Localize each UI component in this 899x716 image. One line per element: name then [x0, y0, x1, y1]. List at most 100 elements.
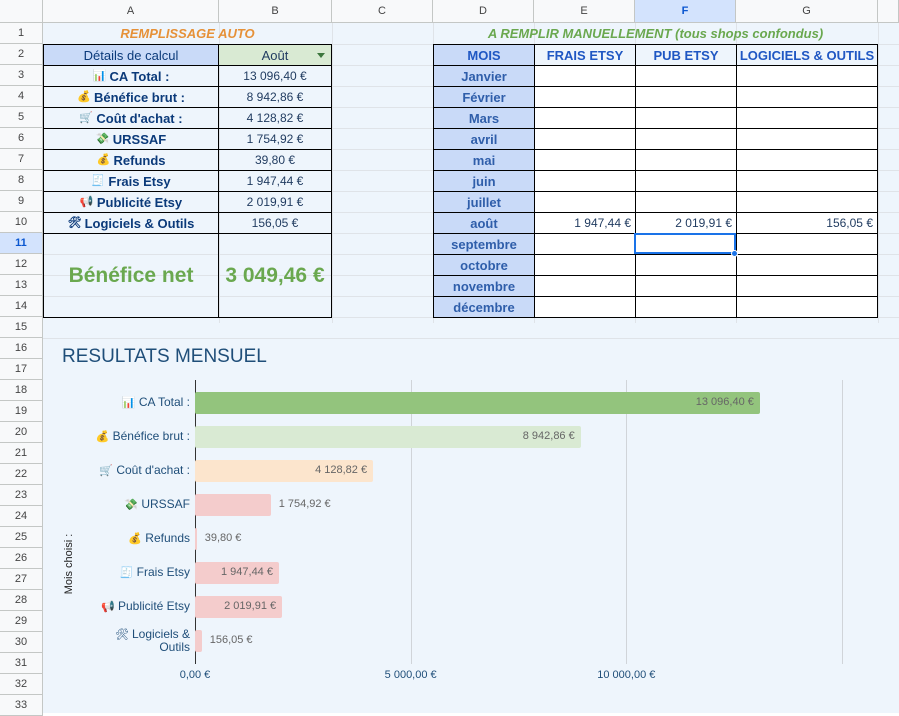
chart-category-icon: 💰	[95, 430, 110, 443]
col-header-b[interactable]: B	[219, 0, 332, 23]
manual-input-cell[interactable]	[736, 86, 878, 108]
manual-input-cell[interactable]	[635, 296, 737, 318]
manual-input-cell[interactable]	[736, 296, 878, 318]
chart-bar[interactable]	[195, 562, 279, 584]
manual-input-cell[interactable]	[736, 65, 878, 87]
manual-input-cell[interactable]: 2 019,91 €	[635, 212, 737, 234]
manual-input-cell[interactable]	[534, 149, 636, 171]
row-header-18[interactable]: 18	[0, 380, 43, 401]
chart-category-label: 🛠 Logiciels & Outils	[83, 628, 190, 653]
fill-handle[interactable]	[731, 250, 738, 257]
month-select-cell[interactable]: Août	[218, 44, 332, 66]
chart-bar[interactable]	[195, 630, 202, 652]
manual-input-cell[interactable]	[635, 107, 737, 129]
row-header-8[interactable]: 8	[0, 170, 43, 191]
col-header-a[interactable]: A	[43, 0, 219, 23]
row-header-19[interactable]: 19	[0, 401, 43, 422]
col-header-f[interactable]: F	[635, 0, 736, 23]
row-header-29[interactable]: 29	[0, 611, 43, 632]
col-header-d[interactable]: D	[433, 0, 534, 23]
manual-input-cell[interactable]	[635, 149, 737, 171]
row-header-24[interactable]: 24	[0, 506, 43, 527]
grid-line	[43, 338, 899, 339]
manual-input-cell[interactable]	[736, 233, 878, 255]
chart-x-tick: 5 000,00 €	[384, 669, 437, 681]
manual-input-cell[interactable]	[534, 254, 636, 276]
manual-input-cell[interactable]	[736, 191, 878, 213]
row-header-27[interactable]: 27	[0, 569, 43, 590]
chart-bar-value: 1 754,92 €	[278, 498, 331, 510]
col-header-h[interactable]	[878, 0, 899, 23]
chart-bar[interactable]	[195, 392, 760, 414]
month-label: juin	[433, 170, 535, 192]
manual-input-cell[interactable]	[635, 65, 737, 87]
row-header-28[interactable]: 28	[0, 590, 43, 611]
manual-input-cell[interactable]	[534, 191, 636, 213]
row-header-7[interactable]: 7	[0, 149, 43, 170]
row-header-23[interactable]: 23	[0, 485, 43, 506]
manual-input-cell[interactable]	[534, 65, 636, 87]
manual-input-cell[interactable]	[534, 107, 636, 129]
chart-bar[interactable]	[195, 460, 374, 482]
row-header-3[interactable]: 3	[0, 65, 43, 86]
row-header-14[interactable]: 14	[0, 296, 43, 317]
row-header-25[interactable]: 25	[0, 527, 43, 548]
manual-input-cell[interactable]	[534, 128, 636, 150]
chart-bar[interactable]	[195, 596, 283, 618]
row-header-31[interactable]: 31	[0, 653, 43, 674]
chart-category-label: 📢 Publicité Etsy	[83, 599, 190, 613]
month-label: décembre	[433, 296, 535, 318]
manual-input-cell[interactable]	[736, 149, 878, 171]
manual-input-cell[interactable]	[635, 191, 737, 213]
detail-icon: 📊	[92, 70, 107, 82]
manual-input-cell[interactable]	[534, 233, 636, 255]
row-header-2[interactable]: 2	[0, 44, 43, 65]
manual-input-cell[interactable]	[534, 170, 636, 192]
select-all-corner[interactable]	[0, 0, 43, 23]
manual-input-cell[interactable]	[736, 254, 878, 276]
chart-category-icon: 🛒	[99, 464, 114, 477]
row-header-9[interactable]: 9	[0, 191, 43, 212]
manual-input-cell[interactable]	[534, 275, 636, 297]
row-header-26[interactable]: 26	[0, 548, 43, 569]
dropdown-arrow-icon[interactable]	[317, 53, 325, 58]
chart-bar[interactable]	[195, 426, 581, 448]
manual-input-cell[interactable]: 156,05 €	[736, 212, 878, 234]
manual-input-cell[interactable]	[736, 128, 878, 150]
manual-input-cell[interactable]	[635, 170, 737, 192]
manual-input-cell[interactable]: 1 947,44 €	[534, 212, 636, 234]
row-header-11[interactable]: 11	[0, 233, 43, 254]
row-header-30[interactable]: 30	[0, 632, 43, 653]
manual-input-cell[interactable]	[635, 254, 737, 276]
manual-input-cell[interactable]	[635, 128, 737, 150]
row-header-5[interactable]: 5	[0, 107, 43, 128]
manual-input-cell[interactable]	[635, 86, 737, 108]
row-header-13[interactable]: 13	[0, 275, 43, 296]
col-header-e[interactable]: E	[534, 0, 635, 23]
row-header-12[interactable]: 12	[0, 254, 43, 275]
manual-input-cell[interactable]	[736, 170, 878, 192]
row-header-10[interactable]: 10	[0, 212, 43, 233]
manual-input-cell[interactable]	[736, 275, 878, 297]
row-header-22[interactable]: 22	[0, 464, 43, 485]
row-header-32[interactable]: 32	[0, 674, 43, 695]
row-header-15[interactable]: 15	[0, 317, 43, 338]
row-header-20[interactable]: 20	[0, 422, 43, 443]
chart-area[interactable]: RESULTATS MENSUEL Mois choisi : 0,00 €5 …	[43, 338, 899, 713]
manual-input-cell[interactable]	[534, 86, 636, 108]
row-header-16[interactable]: 16	[0, 338, 43, 359]
row-header-1[interactable]: 1	[0, 23, 43, 44]
auto-fill-title: REMPLISSAGE AUTO	[120, 26, 255, 41]
row-header-21[interactable]: 21	[0, 443, 43, 464]
col-header-c[interactable]: C	[332, 0, 433, 23]
row-header-17[interactable]: 17	[0, 359, 43, 380]
col-header-g[interactable]: G	[736, 0, 878, 23]
selected-cell-f11[interactable]	[634, 233, 736, 254]
manual-input-cell[interactable]	[534, 296, 636, 318]
chart-bar[interactable]	[195, 494, 271, 516]
row-header-6[interactable]: 6	[0, 128, 43, 149]
row-header-4[interactable]: 4	[0, 86, 43, 107]
manual-input-cell[interactable]	[736, 107, 878, 129]
manual-input-cell[interactable]	[635, 275, 737, 297]
chart-bar[interactable]	[195, 528, 197, 550]
